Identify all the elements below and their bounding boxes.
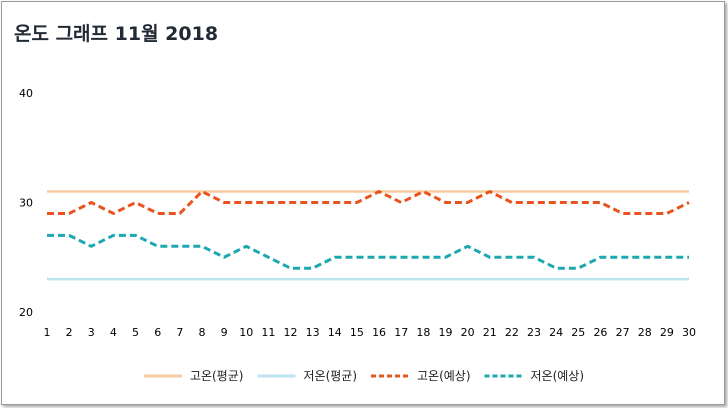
x-tick-label: 7 [176,326,183,339]
chart-legend: 고온(평균) 저온(평균) 고온(예상) 저온(예상) [143,369,585,383]
x-tick-label: 2 [66,326,73,339]
x-tick-label: 19 [438,326,452,339]
legend-label: 고온(평균) [190,369,244,383]
legend-label: 저온(예상) [531,369,585,383]
x-tick-label: 9 [221,326,228,339]
legend-item-4: 저온(예상) [484,369,585,383]
x-tick-label: 18 [416,326,430,339]
x-tick-label: 17 [394,326,408,339]
series-line-4 [47,233,689,270]
x-tick-label: 16 [372,326,386,339]
x-tick-label: 20 [461,326,475,339]
x-tick-label: 30 [682,326,696,339]
legend-item-1: 고온(평균) [143,369,244,383]
x-tick-label: 29 [660,326,674,339]
x-tick-label: 26 [593,326,607,339]
x-tick-label: 6 [154,326,161,339]
legend-item-2: 저온(평균) [257,369,358,383]
x-tick-label: 13 [306,326,320,339]
x-tick-label: 12 [284,326,298,339]
x-tick-label: 14 [328,326,342,339]
x-tick-label: 4 [110,326,117,339]
x-tick-label: 3 [88,326,95,339]
series-layer [47,190,690,281]
x-tick-label: 5 [132,326,139,339]
x-tick-label: 10 [239,326,253,339]
x-tick-label: 21 [483,326,497,339]
y-axis-ticks: 20 30 40 [19,87,33,319]
x-tick-label: 8 [198,326,205,339]
x-tick-label: 25 [571,326,585,339]
chart-title: 온도 그래프 11월 2018 [14,23,218,45]
legend-label: 고온(예상) [417,369,471,383]
x-tick-label: 28 [638,326,652,339]
x-tick-label: 24 [549,326,563,339]
x-tick-label: 15 [350,326,364,339]
x-axis-ticks: 1 2 3 4 5 6 7 8 9 10 11 12 13 14 15 16 17 18 19 20 21 22 23 24 2… [44,326,697,339]
legend-item-3: 고온(예상) [371,369,471,383]
x-tick-label: 22 [505,326,519,339]
y-tick-label: 40 [19,87,33,100]
x-tick-label: 27 [616,326,630,339]
y-tick-label: 30 [19,197,33,210]
x-tick-label: 11 [261,326,275,339]
series-line-3 [47,190,690,215]
x-tick-label: 23 [527,326,541,339]
legend-label: 저온(평균) [304,369,358,383]
x-tick-label: 1 [44,326,51,339]
y-tick-label: 20 [19,306,33,319]
